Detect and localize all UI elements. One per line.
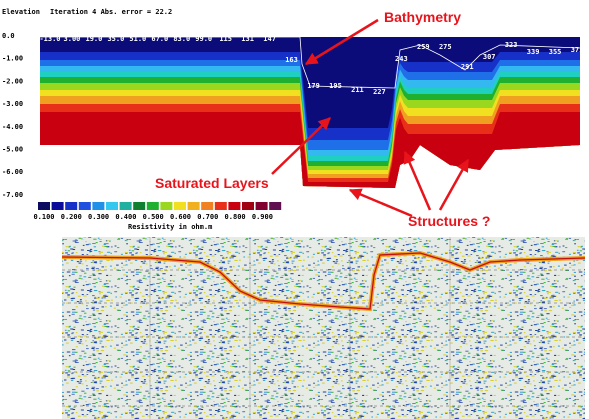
distance-label: 131 bbox=[241, 35, 254, 43]
distance-label: 275 bbox=[439, 43, 452, 51]
legend-swatch bbox=[65, 202, 78, 210]
depth-label: -6.00 bbox=[2, 168, 23, 176]
distance-label: 259 bbox=[417, 43, 430, 51]
legend-label: 0.500 bbox=[143, 213, 164, 221]
annotation: Bathymetry bbox=[384, 9, 461, 25]
legend-swatch bbox=[78, 202, 91, 210]
depth-label: 0.0 bbox=[2, 32, 15, 40]
arrow bbox=[403, 150, 432, 211]
distance-label: 195 bbox=[329, 82, 342, 90]
distance-label: 291 bbox=[461, 63, 474, 71]
depth-label: -1.00 bbox=[2, 55, 23, 63]
arrow bbox=[438, 158, 470, 211]
legend-label: 0.900 bbox=[252, 213, 273, 221]
legend-swatch bbox=[160, 202, 173, 210]
elevation-label: Elevation bbox=[2, 8, 40, 16]
arrow bbox=[348, 188, 413, 218]
distance-label: 51.0 bbox=[129, 35, 146, 43]
depth-label: -2.00 bbox=[2, 77, 23, 85]
distance-label: 339 bbox=[527, 48, 540, 56]
arrow bbox=[271, 117, 331, 175]
legend-swatch bbox=[174, 202, 186, 210]
distance-label: 371 bbox=[571, 46, 584, 54]
depth-label: -7.00 bbox=[2, 191, 23, 199]
legend-label: 0.700 bbox=[197, 213, 218, 221]
legend-label: 0.100 bbox=[33, 213, 54, 221]
distance-label: 323 bbox=[505, 41, 518, 49]
distance-label: 147 bbox=[263, 35, 276, 43]
distance-label: 19.0 bbox=[85, 35, 102, 43]
legend-label: 0.300 bbox=[88, 213, 109, 221]
distance-label: 163 bbox=[285, 56, 298, 64]
seismic-noise bbox=[62, 237, 585, 419]
distance-label: 227 bbox=[373, 88, 386, 96]
distance-label: 67.0 bbox=[151, 35, 168, 43]
arrow bbox=[304, 18, 379, 66]
iteration-label: Iteration 4 Abs. error = 22.2 bbox=[50, 8, 172, 16]
distance-label: -13.0 bbox=[39, 35, 60, 43]
legend-swatch bbox=[228, 202, 241, 210]
legend-swatch bbox=[38, 202, 50, 210]
annotation: Structures ? bbox=[408, 213, 490, 229]
distance-label: 179 bbox=[307, 82, 320, 90]
legend-title: Resistivity in ohm.m bbox=[128, 223, 212, 231]
distance-label: 99.0 bbox=[195, 35, 212, 43]
legend-swatch bbox=[201, 202, 214, 210]
legend-label: 0.800 bbox=[225, 213, 246, 221]
legend-swatch bbox=[51, 202, 64, 210]
legend-swatch bbox=[269, 202, 282, 210]
legend-swatch bbox=[146, 202, 159, 210]
distance-label: 35.0 bbox=[107, 35, 124, 43]
legend-label: 0.600 bbox=[170, 213, 191, 221]
distance-label: 307 bbox=[483, 53, 496, 61]
distance-label: 355 bbox=[549, 48, 562, 56]
legend-swatch bbox=[187, 202, 200, 210]
legend-swatch bbox=[133, 202, 146, 210]
legend-label: 0.400 bbox=[115, 213, 136, 221]
arrows bbox=[271, 18, 470, 218]
seismic-profile bbox=[62, 237, 585, 419]
legend-swatch bbox=[119, 202, 132, 210]
annotation: Saturated Layers bbox=[155, 175, 269, 191]
legend-label: 0.200 bbox=[61, 213, 82, 221]
legend-swatch bbox=[214, 202, 227, 210]
distance-label: 115 bbox=[219, 35, 232, 43]
distance-label: 243 bbox=[395, 55, 408, 63]
legend-swatch bbox=[242, 202, 254, 210]
distance-label: 83.0 bbox=[173, 35, 190, 43]
distance-label: 211 bbox=[351, 86, 364, 94]
legend-swatch bbox=[255, 202, 268, 210]
bathymetry-line bbox=[40, 36, 581, 89]
legend-swatch bbox=[106, 202, 118, 210]
legend-swatch bbox=[92, 202, 105, 210]
depth-label: -4.00 bbox=[2, 123, 23, 131]
depth-label: -5.00 bbox=[2, 146, 23, 154]
distance-label: 3.00 bbox=[64, 35, 81, 43]
depth-label: -3.00 bbox=[2, 100, 23, 108]
reflector-core bbox=[61, 252, 586, 310]
